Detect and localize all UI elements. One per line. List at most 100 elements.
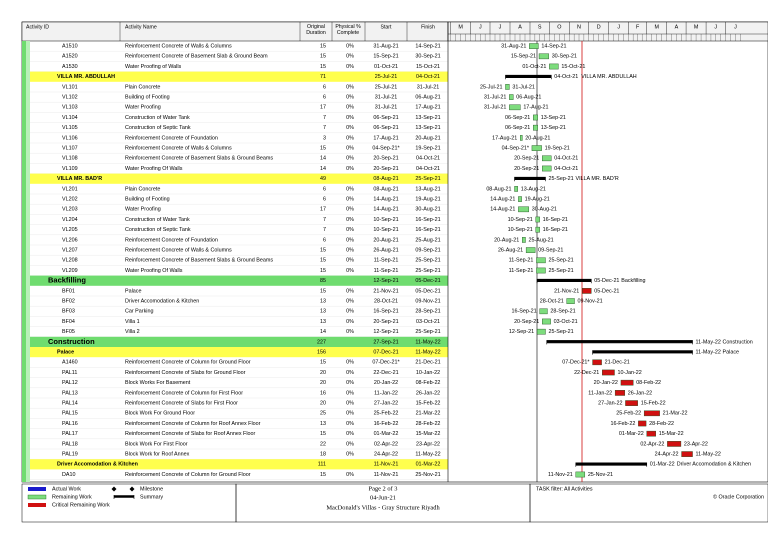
activity-bar [522,237,526,243]
bar-start-label: 10-Sep-21 [508,227,533,233]
column-header: Physical % Complete [335,24,361,36]
legend-swatch [28,487,46,491]
start: 14-Aug-21 [373,207,398,213]
bar-finish-label: 25-Aug-21 [528,237,553,243]
activity-id: VL208 [62,258,78,264]
duration: 3 [323,135,326,141]
bar-finish-label: 13-Sep-21 [541,115,566,121]
start: 07-Dec-21* [372,360,400,366]
duration: 14 [320,166,326,172]
column-header: Original Duration [306,24,326,36]
duration: 6 [323,197,326,203]
duration: 20 [320,401,326,407]
activity-name: Reinforcement Concrete of Column for Gro… [125,360,251,366]
activity-id: BF01 [62,288,75,294]
duration: 7 [323,217,326,223]
duration: 227 [317,339,326,345]
activity-name: Reinforcement Concrete of Walls & Column… [125,146,232,152]
activity-id: VL105 [62,125,78,131]
table: Activity ID Activity Name Original Duration… [22,22,449,482]
summary-bar [505,74,552,80]
activity-name: Water Proofing Of Walls [125,268,183,274]
finish: 05-Dec-21 [415,278,440,284]
finish: 31-Jul-21 [417,84,439,90]
complete: 0% [346,95,354,101]
activity-id: PAL12 [62,380,78,386]
bar-finish-label: 25-Sep-21 [548,176,573,182]
activity-bar [667,441,682,447]
start: 22-Dec-21 [373,370,398,376]
activity-name: Reinforcement Concrete of Slabs for Grou… [125,370,246,376]
bar-start-label: 27-Jan-22 [598,401,622,407]
activity-id: VL209 [62,268,78,274]
bar-start-label: 26-Aug-21 [498,248,523,254]
complete: 0% [346,105,354,111]
duration: 6 [323,186,326,192]
bar-wbs-label: VILLA MR. BAD'R [575,176,618,182]
bar-finish-label: 04-Oct-21 [554,166,578,172]
finish: 30-Sep-21 [415,54,440,60]
complete: 0% [346,329,354,335]
bar-start-label: 20-Sep-21 [514,166,539,172]
activity-id: VL106 [62,135,78,141]
bar-finish-label: 21-Dec-21 [605,360,630,366]
complete: 0% [346,268,354,274]
finish: 09-Sep-21 [415,248,440,254]
activity-name: Villa 2 [125,329,140,335]
start: 08-Aug-21 [373,186,398,192]
legend-swatch [27,494,47,500]
finish: 30-Aug-21 [415,207,440,213]
finish: 25-Sep-21 [415,268,440,274]
legend-label: Actual Work [52,486,81,492]
activity-name: Villa 1 [125,319,140,325]
month-label: D [597,24,601,30]
timeline-header [447,21,768,42]
wbs-band [30,275,448,286]
activity-bar [592,359,602,366]
finish: 13-Sep-21 [415,125,440,131]
wbs-name: Backfilling [48,276,86,285]
activity-id: VL207 [62,248,78,254]
duration: 13 [320,421,326,427]
activity-name: Building of Footing [125,197,170,203]
duration: 15 [320,64,326,70]
activity-bar [533,124,538,131]
finish: 19-Sep-21 [415,146,440,152]
complete: 0% [346,237,354,243]
activity-name: Block Works For Basement [125,380,191,386]
start: 02-Apr-22 [374,441,398,447]
start: 12-Sep-21 [373,329,398,335]
activity-id: VL206 [62,237,78,243]
activity-name: Reinforcement Concrete of Column for Gro… [125,472,251,478]
activity-name: Reinforcement Concrete of Slabs for Firs… [125,401,238,407]
bar-start-label: 20-Sep-21 [514,319,539,325]
finish: 28-Feb-22 [416,421,441,427]
complete: 0% [346,258,354,264]
activity-name: Car Parking [125,309,153,315]
start: 16-Sep-21 [373,309,398,315]
bar-start-label: 17-Aug-21 [492,135,517,141]
start: 27-Jan-22 [374,401,398,407]
duration: 111 [318,462,326,468]
finish: 11-May-22 [415,350,440,356]
complete: 0% [346,44,354,50]
activity-bar [535,216,540,223]
finish: 25-Sep-21 [415,329,440,335]
bar-finish-label: 17-Aug-21 [523,105,548,111]
activity-name: Block Work for Roof Annex [125,452,190,458]
duration: 22 [320,441,326,447]
finish: 25-Aug-21 [415,237,440,243]
bar-start-label: 14-Aug-21 [490,207,515,213]
month-label: J [499,24,502,30]
finish: 05-Dec-21 [415,288,440,294]
duration: 6 [323,84,326,90]
activity-name: Reinforcement Concrete of Basement Slabs… [125,258,273,264]
complete: 0% [346,370,354,376]
duration: 16 [320,390,326,396]
activity-bar [646,430,656,437]
activity-name: Block Work For First Floor [125,441,188,447]
start: 14-Aug-21 [373,197,398,203]
duration: 13 [320,309,326,315]
column-header: Activity ID [26,24,49,30]
month-label: J [714,24,717,30]
